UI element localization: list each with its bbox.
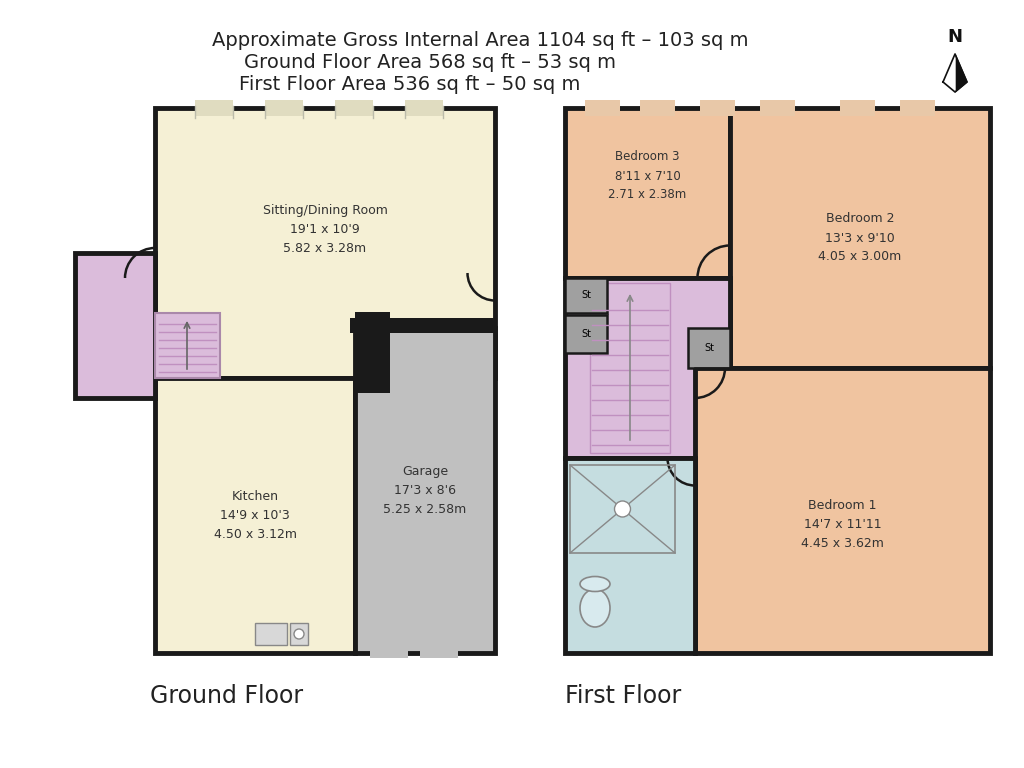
- Text: St: St: [705, 343, 714, 353]
- Bar: [565, 278, 607, 313]
- Text: Approximate Gross Internal Area 1104 sq ft – 103 sq m: Approximate Gross Internal Area 1104 sq …: [212, 31, 749, 49]
- Bar: [265, 100, 303, 116]
- Bar: [155, 313, 220, 378]
- Polygon shape: [943, 54, 955, 92]
- Bar: [730, 108, 990, 368]
- Bar: [370, 644, 408, 658]
- Bar: [688, 328, 730, 368]
- Polygon shape: [955, 54, 967, 92]
- Bar: [640, 100, 675, 116]
- Bar: [406, 100, 443, 116]
- Text: N: N: [947, 28, 963, 46]
- Bar: [355, 323, 390, 393]
- Bar: [420, 644, 458, 658]
- Bar: [355, 328, 495, 653]
- Text: Garage
17'3 x 8'6
5.25 x 2.58m: Garage 17'3 x 8'6 5.25 x 2.58m: [383, 465, 467, 516]
- Bar: [590, 283, 670, 453]
- Text: Kitchen
14'9 x 10'3
4.50 x 3.12m: Kitchen 14'9 x 10'3 4.50 x 3.12m: [213, 490, 297, 541]
- Bar: [565, 108, 730, 278]
- Bar: [695, 368, 990, 653]
- Ellipse shape: [580, 589, 610, 627]
- Bar: [565, 458, 695, 653]
- Bar: [840, 100, 874, 116]
- Text: Sitting/Dining Room
19'1 x 10'9
5.82 x 3.28m: Sitting/Dining Room 19'1 x 10'9 5.82 x 3…: [262, 204, 387, 255]
- Bar: [760, 100, 795, 116]
- Ellipse shape: [580, 577, 610, 591]
- Bar: [155, 313, 220, 378]
- Bar: [565, 278, 730, 458]
- Bar: [290, 623, 308, 645]
- Text: Bedroom 2
13'3 x 9'10
4.05 x 3.00m: Bedroom 2 13'3 x 9'10 4.05 x 3.00m: [818, 213, 901, 263]
- Bar: [355, 312, 390, 380]
- Text: Bedroom 1
14'7 x 11'11
4.45 x 3.62m: Bedroom 1 14'7 x 11'11 4.45 x 3.62m: [801, 499, 884, 550]
- Text: Bedroom 3
8'11 x 7'10
2.71 x 2.38m: Bedroom 3 8'11 x 7'10 2.71 x 2.38m: [608, 151, 687, 201]
- Circle shape: [294, 629, 304, 639]
- Bar: [195, 100, 233, 116]
- Bar: [155, 108, 495, 378]
- Bar: [335, 100, 373, 116]
- Bar: [700, 100, 735, 116]
- Bar: [585, 100, 620, 116]
- Text: Ground Floor: Ground Floor: [150, 684, 303, 708]
- Bar: [75, 253, 155, 398]
- Text: Ground Floor Area 568 sq ft – 53 sq m: Ground Floor Area 568 sq ft – 53 sq m: [244, 52, 616, 71]
- Bar: [255, 623, 287, 645]
- Text: St: St: [581, 329, 591, 339]
- Text: St: St: [581, 290, 591, 300]
- Bar: [565, 315, 607, 353]
- Bar: [590, 283, 670, 453]
- Circle shape: [614, 501, 631, 517]
- Bar: [570, 465, 675, 553]
- Bar: [155, 378, 355, 653]
- Bar: [900, 100, 935, 116]
- Text: First Floor Area 536 sq ft – 50 sq m: First Floor Area 536 sq ft – 50 sq m: [240, 74, 581, 94]
- Bar: [350, 318, 495, 333]
- Text: First Floor: First Floor: [565, 684, 681, 708]
